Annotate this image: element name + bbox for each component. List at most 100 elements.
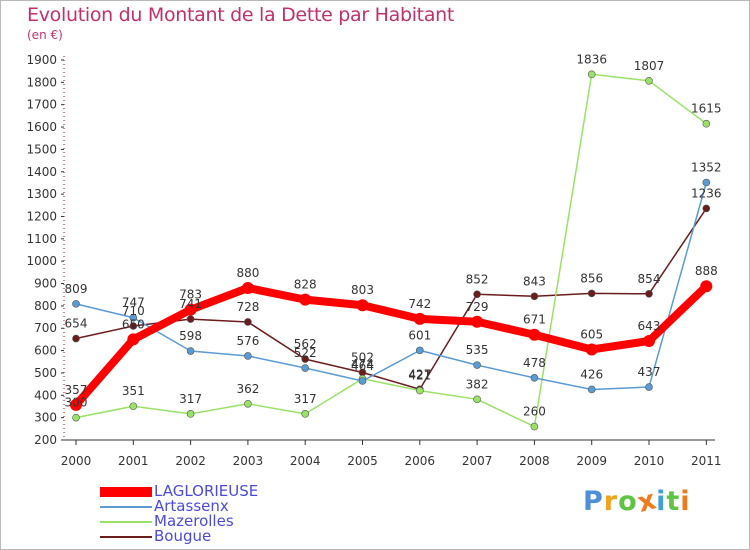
data-label: 437	[638, 365, 661, 379]
data-point	[700, 280, 713, 293]
data-labels: 357 650 783 880 828 803 742 729 671 605 643 888 809 7…	[65, 52, 722, 418]
data-label: 1615	[691, 102, 722, 116]
data-label: 741	[179, 297, 202, 311]
chart-title: Evolution du Montant de la Dette par Hab…	[27, 4, 455, 26]
y-tick-label: 1300	[26, 187, 57, 201]
series-0	[70, 280, 713, 411]
chart-unit-label: (en €)	[27, 28, 63, 42]
x-tick-label: 2008	[519, 454, 550, 468]
x-tick-label: 2005	[347, 454, 378, 468]
series-line	[75, 73, 707, 428]
x-tick-label: 2006	[405, 454, 436, 468]
data-point	[186, 410, 195, 418]
data-label: 427	[408, 367, 431, 381]
data-point	[530, 422, 539, 431]
data-label: 464	[351, 359, 374, 373]
data-label: 300	[65, 396, 88, 410]
series-2	[72, 70, 711, 431]
data-point	[70, 398, 82, 411]
data-point	[186, 347, 195, 355]
proxiti-logo: Proxiti	[583, 484, 691, 519]
data-point	[645, 76, 653, 85]
data-point	[471, 315, 484, 328]
data-point	[358, 377, 367, 385]
legend-swatch	[100, 536, 152, 538]
y-tick-label: 1500	[26, 142, 57, 156]
y-tick-label: 1700	[26, 98, 57, 112]
data-label: 317	[294, 392, 317, 406]
data-label: 357	[65, 383, 88, 397]
data-label: 362	[236, 382, 259, 396]
data-point	[473, 361, 481, 369]
x-tick-label: 2011	[691, 454, 722, 468]
data-point	[473, 290, 481, 299]
data-point	[415, 346, 424, 355]
data-label: 598	[179, 329, 202, 343]
series-line	[72, 283, 710, 408]
data-label: 710	[122, 304, 145, 318]
y-tick-label: 1900	[26, 53, 57, 67]
y-tick-label: 300	[34, 411, 57, 425]
data-point	[585, 343, 598, 356]
data-label: 502	[351, 350, 374, 364]
data-point	[702, 204, 711, 213]
data-point	[72, 413, 80, 422]
data-point	[186, 315, 195, 323]
series-lines	[70, 70, 713, 431]
data-point	[643, 334, 655, 347]
data-point	[702, 178, 711, 187]
tick-labels: 200 300 400 500 600 700 800 900 1000 1100 1200 1300…	[26, 53, 721, 468]
data-label: 852	[466, 272, 489, 286]
data-label: 605	[580, 327, 603, 341]
data-label: 729	[466, 300, 489, 314]
data-point	[244, 399, 252, 408]
legend-label: Artassenx	[154, 497, 229, 515]
data-label: 671	[523, 313, 546, 327]
x-tick-label: 2010	[634, 454, 665, 468]
data-point	[301, 355, 310, 363]
data-label: 854	[638, 272, 661, 286]
data-label: 478	[523, 356, 546, 370]
y-tick-label: 700	[34, 321, 57, 335]
series-3	[72, 204, 711, 394]
x-tick-label: 2000	[61, 454, 92, 468]
data-point	[129, 313, 138, 322]
data-label: 783	[179, 288, 202, 302]
data-label: 601	[408, 328, 431, 342]
data-point	[127, 333, 140, 346]
data-label: 856	[580, 271, 603, 285]
data-label: 888	[695, 264, 718, 278]
y-tick-label: 1000	[26, 254, 57, 268]
data-label: 809	[65, 282, 88, 296]
data-label: 522	[294, 346, 317, 360]
legend-swatch	[100, 521, 152, 523]
data-point	[72, 300, 80, 308]
data-point	[415, 386, 424, 395]
data-label: 643	[638, 319, 661, 333]
legend-label: Mazerolles	[154, 512, 234, 530]
series-line	[75, 182, 708, 391]
data-point	[301, 410, 310, 418]
x-tick-label: 2002	[175, 454, 206, 468]
y-tick-label: 800	[34, 299, 57, 313]
legend-item: LAGLORIEUSE	[100, 482, 400, 500]
data-label: 1236	[691, 186, 722, 200]
data-label: 351	[122, 384, 145, 398]
x-tick-label: 2001	[118, 454, 149, 468]
data-point	[645, 290, 653, 298]
x-tick-label: 2007	[462, 454, 493, 468]
data-point	[129, 322, 138, 330]
legend-item: Bougue	[100, 527, 400, 545]
data-point	[645, 383, 653, 391]
series-line	[75, 208, 707, 391]
data-point	[356, 299, 369, 312]
data-label: 803	[351, 283, 374, 297]
data-label: 828	[294, 278, 317, 292]
data-label: 576	[236, 334, 259, 348]
data-point	[473, 395, 481, 404]
data-label: 562	[294, 337, 317, 351]
data-label: 843	[523, 274, 546, 288]
data-label: 728	[236, 300, 259, 314]
data-label: 260	[523, 405, 546, 419]
x-tick-label: 2003	[233, 454, 264, 468]
